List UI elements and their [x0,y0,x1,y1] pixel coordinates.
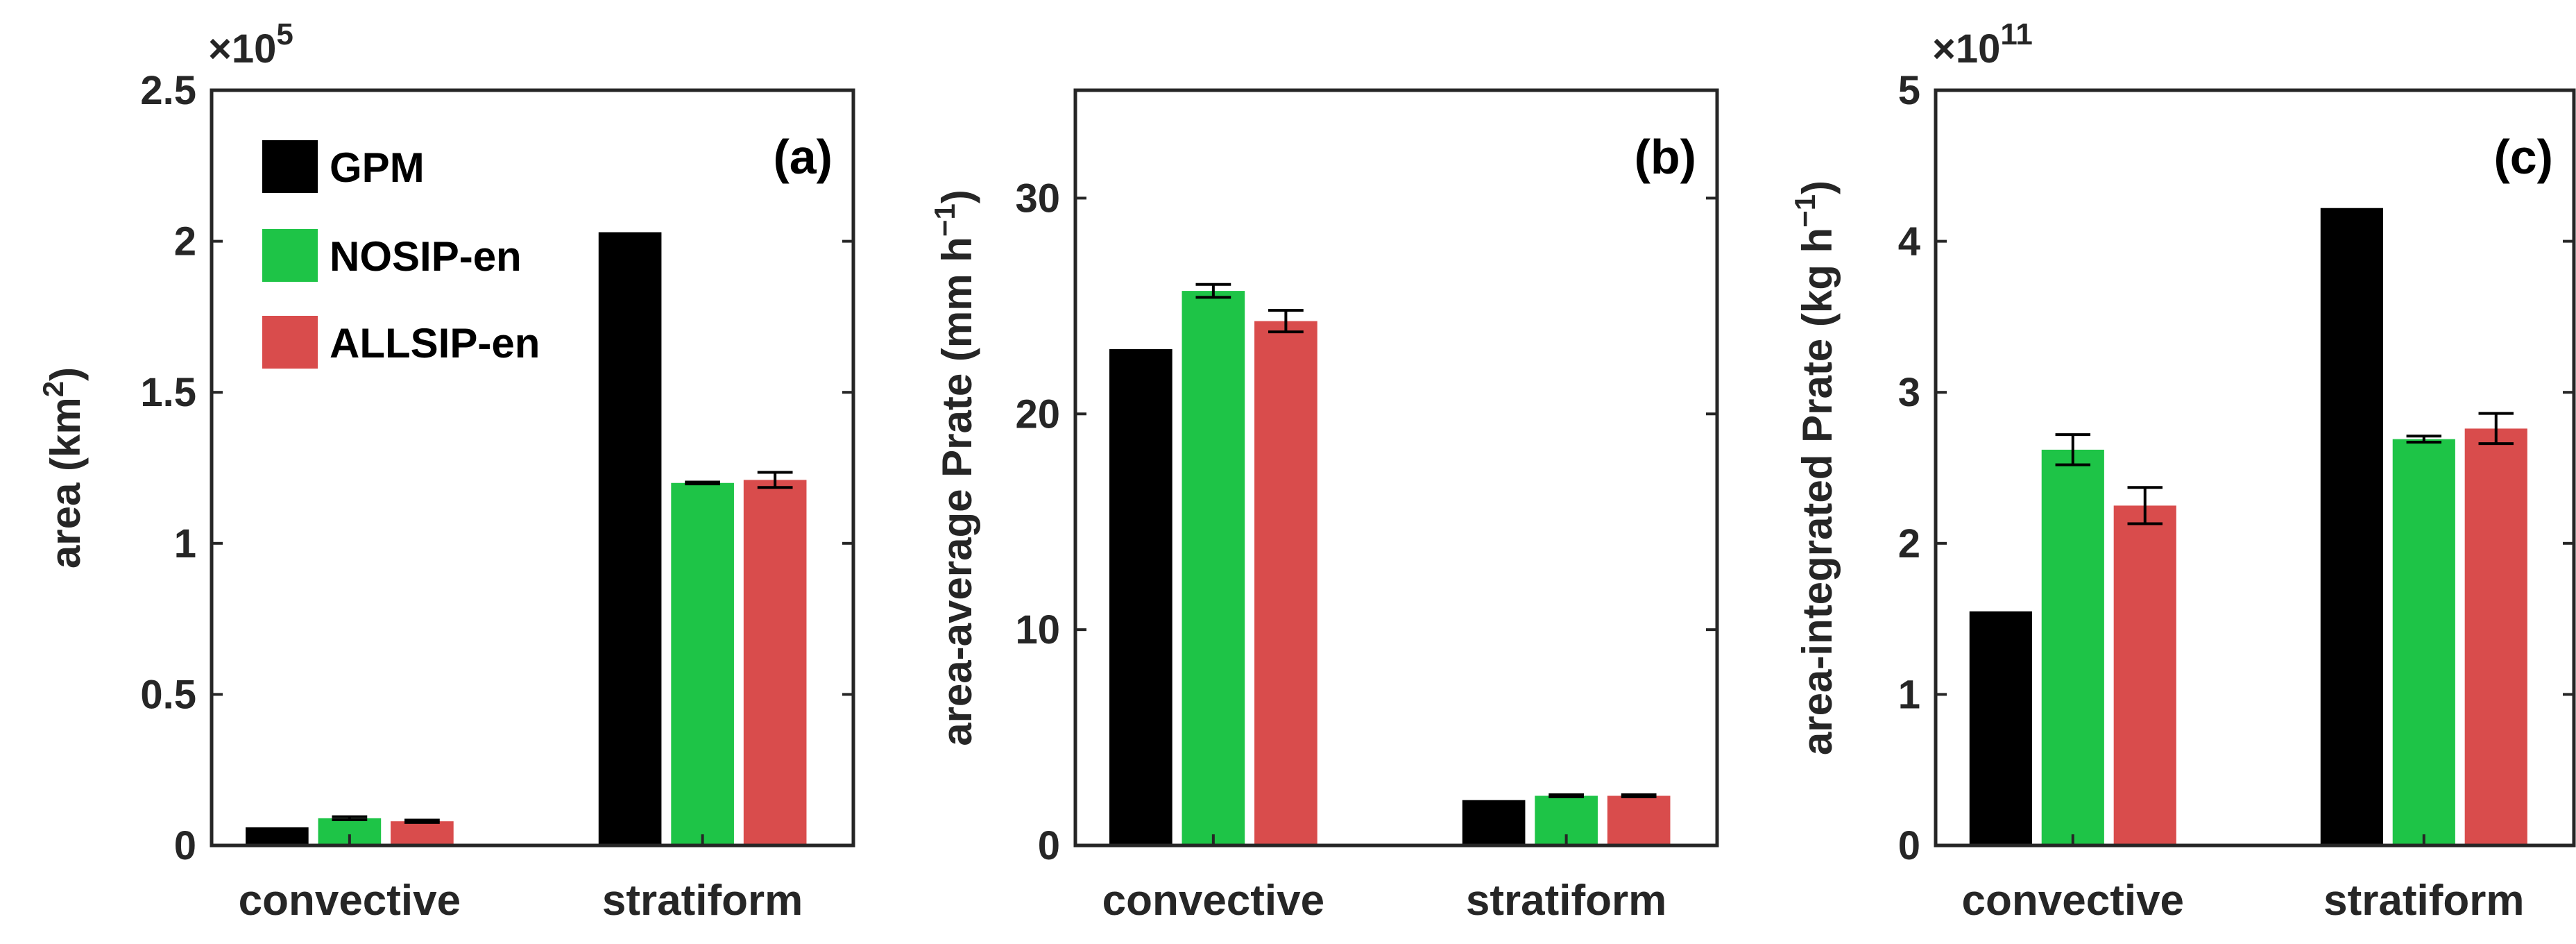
category-label-stratiform: stratiform [1466,877,1666,925]
panel-label: (c) [2493,130,2553,184]
bar-gpm-stratiform [1462,800,1526,845]
bar-allsip-en-convective [391,821,454,845]
y-tick-label: 30 [1015,176,1060,221]
error-bar [1268,309,1304,334]
axes-frame [1934,88,2576,848]
error-bar [757,471,793,489]
category-label-convective: convective [239,877,461,925]
legend-swatch-allsip-en [262,316,318,369]
y-tick-label: 1 [174,521,196,566]
category-label-stratiform: stratiform [602,877,803,925]
y-tick-label: 10 [1015,607,1060,652]
legend: GPM NOSIP-en ALLSIP-en [262,140,540,369]
y-tick-label: 2 [174,219,196,264]
error-bar [1621,793,1657,799]
bar-allsip-en-stratiform [2464,428,2527,845]
axes-frame [1073,88,1719,848]
bar-allsip-en-stratiform [743,480,807,845]
legend-swatch-gpm [262,140,318,193]
legend-label-nosip-en: NOSIP-en [330,233,522,280]
error-bar [2406,435,2442,444]
y-tick-label: 0.5 [140,672,196,717]
panel-2: 0 10 20 30 convective stratiform area-average … [928,88,1719,925]
bar-allsip-en-convective [2113,505,2176,845]
bar-nosip-en-convective [2041,449,2104,845]
y-tick-label: 1 [1898,672,1920,717]
axis-multiplier: ×1011 [1932,17,2033,71]
bar-allsip-en-stratiform [1607,795,1671,845]
panel-label: (b) [1635,130,1696,184]
bar-nosip-en-stratiform [2392,439,2455,845]
error-bar [1549,793,1585,799]
legend-label-gpm: GPM [330,144,425,191]
bar-gpm-convective [1109,349,1172,845]
error-bar [332,815,368,822]
y-tick-label: 0 [1898,823,1920,868]
y-axis-label: area (km2) [37,367,89,568]
panel-1: 0 0.5 1 1.5 2 2.5 convective stratiform area (km… [37,17,855,925]
error-bar [685,480,721,486]
y-tick-label: 4 [1898,219,1920,264]
axis-multiplier: ×105 [208,17,293,71]
bar-nosip-en-convective [1182,291,1245,845]
y-tick-label: 0 [1038,823,1060,868]
y-tick-label: 3 [1898,370,1920,415]
bar-allsip-en-convective [1254,321,1317,845]
y-tick-label: 5 [1898,68,1920,113]
y-tick-label: 2.5 [140,68,196,113]
error-bar [1195,283,1231,299]
bar-gpm-convective [246,827,309,845]
panel-label: (a) [773,130,833,184]
y-tick-label: 1.5 [140,370,196,415]
error-bar [404,818,440,824]
y-axis-label: area-average Prate (mm h−1) [928,189,980,746]
y-tick-label: 2 [1898,521,1920,566]
error-bar [2127,486,2163,525]
y-tick-label: 0 [174,823,196,868]
bar-gpm-convective [1969,611,2032,845]
category-label-convective: convective [1102,877,1325,925]
bar-gpm-stratiform [2320,208,2383,845]
bar-gpm-stratiform [598,232,662,845]
bar-nosip-en-stratiform [671,482,734,845]
legend-label-allsip-en: ALLSIP-en [330,320,540,366]
y-tick-label: 20 [1015,391,1060,437]
category-label-convective: convective [1962,877,2185,925]
panel-3: 0 1 2 3 4 5 convective stratiform area-integrate… [1789,17,2576,925]
error-bar [2478,412,2514,446]
category-label-stratiform: stratiform [2323,877,2524,925]
axes-frame [210,88,855,848]
y-axis-label: area-integrated Prate (kg h−1) [1789,180,1841,755]
error-bar [2055,433,2091,466]
legend-swatch-nosip-en [262,229,318,282]
